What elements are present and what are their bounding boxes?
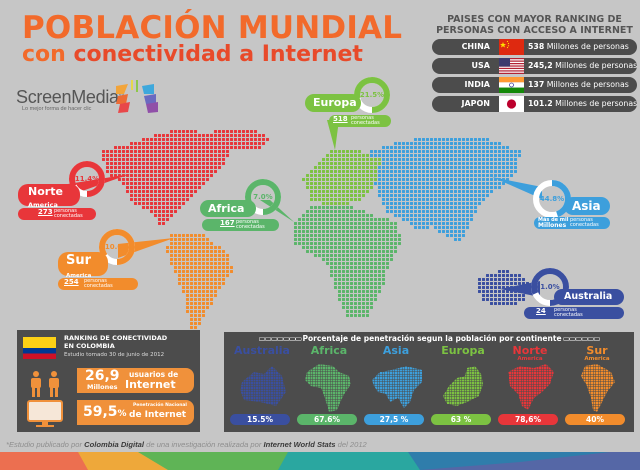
sur-america-percent: 10.6%	[104, 243, 130, 251]
colombia-panel: RANKING DE CONECTIVIDAD EN COLOMBIA Estud…	[17, 330, 200, 432]
continent-map-icon	[581, 364, 615, 412]
callout-pointer-icon	[260, 200, 294, 222]
ranking-title: PAISES CON MAYOR RANKING DE PERSONAS CON…	[436, 14, 633, 36]
country-label: CHINA	[461, 42, 490, 51]
logo-tagline: Lo mejor forma de hacer clic	[22, 106, 92, 112]
africa-name: Africa	[200, 200, 256, 217]
subtitle-rest: conectividad a Internet	[65, 42, 363, 67]
australia-name: Australia	[554, 289, 624, 305]
usa-flag-icon	[499, 58, 524, 74]
australia-ring-icon	[531, 268, 569, 306]
penetration-column-europa: Europa 63 %	[431, 344, 495, 430]
ranking-value: 137 Millones de personas	[528, 80, 629, 89]
callout-africa: 7.0% Africa 167 personas conectadas	[200, 178, 300, 234]
norte-america-stats: 273 personas conectadas	[18, 208, 96, 220]
ranking-value: 245,2 Millones de personas	[528, 61, 638, 70]
ranking-row-japon: JAPON 101.2 Millones de personas	[432, 96, 637, 112]
colombia-users-pill: 26,9 Millones usuarios de Internet	[77, 368, 194, 393]
ranking-value: 101.2 Millones de personas	[528, 99, 638, 108]
india-flag-icon	[499, 77, 524, 93]
page-title: POBLACIÓN MUNDIAL	[22, 10, 403, 46]
continent-name: Australia	[234, 344, 290, 357]
continent-name-2: America	[517, 356, 543, 362]
africa-ring-icon	[245, 179, 281, 215]
continent-name: Europa	[441, 344, 485, 357]
logo-wordmark: ScreenMedia®	[16, 87, 124, 108]
continent-name: Norte	[512, 344, 548, 357]
people-icon	[31, 371, 59, 397]
monitor-row-icon: ▭▭▭▭▭▭▭	[258, 334, 303, 343]
penetration-title: ▭▭▭▭▭▭▭ Porcentaje de penetración segun …	[258, 334, 601, 343]
australia-stats: 24 personas conectadas	[524, 307, 624, 319]
colombia-subtitle: Estudio tomado 30 de junio de 2012	[64, 352, 165, 358]
callout-asia: 44.8% Asia Más de mil Millones personas co…	[490, 175, 640, 239]
continent-name: Sur	[586, 344, 608, 357]
continent-map-icon	[372, 366, 422, 408]
europa-name: Europa	[305, 94, 361, 112]
penetration-panel: ▭▭▭▭▭▭▭ Porcentaje de penetración segun …	[224, 332, 634, 432]
penetration-column-australia: Australia 15.5%	[230, 344, 294, 430]
ranking-row-india: INDIA 137 Millones de personas	[432, 77, 637, 93]
china-flag-icon	[499, 39, 524, 55]
norte-america-ring-icon	[69, 161, 105, 197]
penetration-percent: 40%	[565, 414, 625, 425]
colombia-penetration-pill: 59,5% Penetración Nacional de Internet	[77, 400, 194, 425]
continent-name: Asia	[382, 344, 410, 357]
logo-registered: ®	[118, 91, 124, 98]
ranking-row-china: CHINA 538 Millones de personas	[432, 39, 637, 55]
australia-percent: 1.0%	[540, 283, 560, 291]
sur-america-stats: 254 personas conectadas	[58, 278, 138, 290]
continent-name: Africa	[310, 344, 348, 357]
callout-australia: 1.0% Australia 24 personas conectadas	[500, 267, 640, 323]
country-label: USA	[471, 61, 490, 70]
country-label: INDIA	[464, 80, 490, 89]
continent-map-icon	[305, 364, 351, 412]
color-strip-decoration	[0, 452, 640, 470]
colombia-flag-icon	[23, 337, 56, 359]
penetration-column-africa: Africa 67.6%	[297, 344, 361, 430]
ranking-value: 538 Millones de personas	[528, 42, 629, 51]
asia-stats: Más de mil Millones personas conectadas	[534, 217, 610, 229]
callout-sur-america: 10.6% Sur America 254 personas conectadas	[58, 228, 178, 292]
asia-percent: 44.8%	[539, 195, 565, 203]
penetration-column-asia: Asia 27,5 %	[364, 344, 428, 430]
ranking-row-usa: USA 245,2 Millones de personas	[432, 58, 637, 74]
world-dot-map	[102, 130, 529, 329]
country-label: JAPON	[461, 99, 490, 108]
africa-stats: 167 personas conectadas	[202, 219, 279, 231]
callout-pointer-icon	[327, 120, 339, 150]
subtitle-prefix: con	[22, 42, 66, 67]
logo-mark-icon	[116, 80, 158, 113]
europa-stats: 518 personas conectadas	[329, 115, 391, 127]
colombia-title: RANKING DE CONECTIVIDAD EN COLOMBIA	[64, 334, 168, 350]
penetration-column-sur: Sur America 40%	[565, 344, 629, 430]
penetration-percent: 63 %	[431, 414, 491, 425]
norte-america-percent: 11.4%	[74, 175, 100, 183]
asia-name: Asia	[564, 197, 610, 215]
callout-europa: 21.5% Europa 518 personas conectadas	[305, 76, 395, 150]
africa-percent: 7.0%	[253, 193, 273, 201]
penetration-percent: 78,6%	[498, 414, 558, 425]
continent-map-icon	[508, 364, 554, 410]
sur-america-name: Sur America	[58, 252, 108, 279]
continent-name-2: America	[584, 356, 610, 362]
continent-map-icon	[443, 366, 483, 406]
penetration-percent: 67.6%	[297, 414, 357, 425]
callout-norte-america: 11.4% Norte America 273 personas conectada…	[18, 160, 138, 222]
penetration-column-norte: Norte America 78,6%	[498, 344, 562, 430]
sur-america-ring-icon	[99, 229, 135, 265]
europa-percent: 21.5%	[359, 91, 385, 99]
page-subtitle: con conectividad a Internet	[22, 42, 363, 67]
norte-america-name: Norte America	[18, 184, 80, 209]
continent-map-icon	[240, 366, 286, 406]
monitor-row-icon: ▭▭▭▭▭▭	[561, 334, 601, 343]
callout-pointer-icon	[500, 281, 540, 297]
footnote: *Estudio publicado por Colombia Digital …	[6, 440, 367, 449]
japan-flag-icon	[499, 96, 524, 112]
monitor-icon	[27, 400, 63, 427]
logo-name: ScreenMedia	[16, 87, 119, 107]
callout-pointer-icon	[492, 177, 542, 199]
penetration-percent: 15.5%	[230, 414, 290, 425]
penetration-percent: 27,5 %	[364, 414, 424, 425]
